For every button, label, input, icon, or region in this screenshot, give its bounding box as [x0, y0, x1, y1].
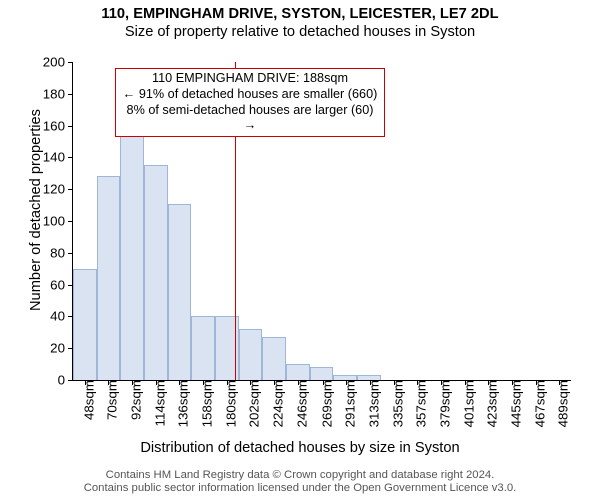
histogram-bar — [168, 204, 192, 380]
callout-line-3: 8% of semi-detached houses are larger (6… — [120, 103, 380, 135]
histogram-bar — [120, 122, 144, 380]
footer-line-2: Contains public sector information licen… — [0, 482, 600, 496]
x-tick-label: 445sqm — [500, 380, 523, 427]
histogram-bar — [357, 375, 381, 380]
y-tick-label: 200 — [43, 55, 73, 70]
y-tick-label: 20 — [50, 341, 73, 356]
y-tick-label: 40 — [50, 309, 73, 324]
x-tick-label: 401sqm — [453, 380, 476, 427]
y-tick-label: 140 — [43, 150, 73, 165]
chart-subtitle: Size of property relative to detached ho… — [0, 24, 600, 40]
x-tick-label: 202sqm — [239, 380, 262, 427]
marker-callout: 110 EMPINGHAM DRIVE: 188sqm ← 91% of det… — [115, 68, 385, 137]
x-tick-label: 291sqm — [335, 380, 358, 427]
x-tick-label: 48sqm — [73, 380, 96, 420]
callout-line-1: 110 EMPINGHAM DRIVE: 188sqm — [120, 71, 380, 87]
y-tick-label: 180 — [43, 86, 73, 101]
x-tick-label: 335sqm — [382, 380, 405, 427]
x-tick-label: 357sqm — [406, 380, 429, 427]
y-tick-label: 120 — [43, 182, 73, 197]
footer-line-1: Contains HM Land Registry data © Crown c… — [0, 469, 600, 483]
x-tick-label: 70sqm — [97, 380, 120, 420]
y-tick-label: 60 — [50, 277, 73, 292]
x-tick-label: 158sqm — [192, 380, 215, 427]
x-tick-label: 92sqm — [121, 380, 144, 420]
chart-title: 110, EMPINGHAM DRIVE, SYSTON, LEICESTER,… — [0, 6, 600, 22]
chart-root: { "layout": { "width_px": 600, "height_p… — [0, 0, 600, 500]
histogram-bar — [73, 269, 97, 380]
y-axis-label: Number of detached properties — [28, 60, 44, 360]
x-tick-label: 423sqm — [477, 380, 500, 427]
footer-attribution: Contains HM Land Registry data © Crown c… — [0, 469, 600, 496]
x-tick-label: 224sqm — [263, 380, 286, 427]
histogram-bar — [286, 364, 310, 380]
x-tick-label: 180sqm — [215, 380, 238, 427]
histogram-bar — [262, 337, 286, 380]
x-axis-label: Distribution of detached houses by size … — [0, 440, 600, 456]
y-tick-label: 160 — [43, 118, 73, 133]
x-tick-label: 489sqm — [548, 380, 571, 427]
y-tick-label: 80 — [50, 245, 73, 260]
x-tick-label: 379sqm — [429, 380, 452, 427]
x-tick-label: 114sqm — [144, 380, 167, 426]
x-tick-label: 269sqm — [311, 380, 334, 427]
histogram-bar — [239, 329, 263, 380]
x-tick-label: 467sqm — [524, 380, 547, 427]
histogram-bar — [144, 165, 168, 380]
histogram-bar — [191, 316, 215, 380]
callout-line-2: ← 91% of detached houses are smaller (66… — [120, 87, 380, 103]
y-tick-label: 100 — [43, 214, 73, 229]
histogram-bar — [97, 176, 121, 380]
x-tick-label: 246sqm — [286, 380, 309, 427]
y-tick-label: 0 — [58, 373, 73, 388]
x-tick-label: 313sqm — [358, 380, 381, 427]
x-tick-label: 136sqm — [168, 380, 191, 427]
histogram-bar — [310, 367, 334, 380]
histogram-bar — [333, 375, 357, 380]
